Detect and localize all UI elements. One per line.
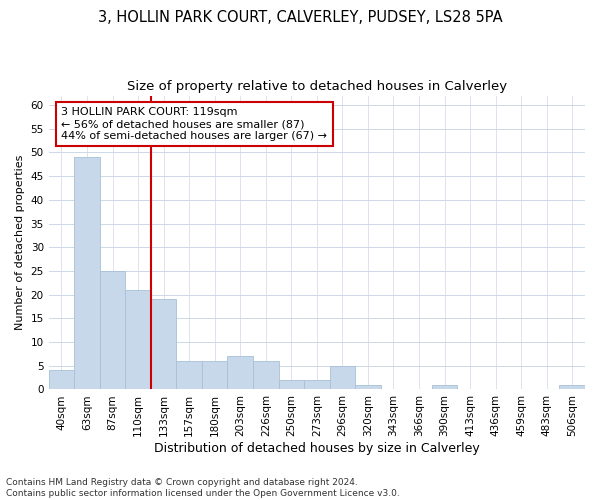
Bar — [125, 290, 151, 390]
Bar — [151, 300, 176, 390]
Bar — [176, 361, 202, 390]
Bar — [559, 384, 585, 390]
Text: 3, HOLLIN PARK COURT, CALVERLEY, PUDSEY, LS28 5PA: 3, HOLLIN PARK COURT, CALVERLEY, PUDSEY,… — [98, 10, 502, 25]
Text: 3 HOLLIN PARK COURT: 119sqm
← 56% of detached houses are smaller (87)
44% of sem: 3 HOLLIN PARK COURT: 119sqm ← 56% of det… — [61, 108, 328, 140]
Bar — [253, 361, 278, 390]
Title: Size of property relative to detached houses in Calverley: Size of property relative to detached ho… — [127, 80, 507, 93]
Y-axis label: Number of detached properties: Number of detached properties — [15, 155, 25, 330]
Bar — [74, 157, 100, 390]
Bar — [355, 384, 380, 390]
Bar — [202, 361, 227, 390]
Bar — [100, 271, 125, 390]
Bar — [227, 356, 253, 390]
X-axis label: Distribution of detached houses by size in Calverley: Distribution of detached houses by size … — [154, 442, 480, 455]
Bar — [49, 370, 74, 390]
Bar — [278, 380, 304, 390]
Bar — [304, 380, 329, 390]
Bar — [432, 384, 457, 390]
Text: Contains HM Land Registry data © Crown copyright and database right 2024.
Contai: Contains HM Land Registry data © Crown c… — [6, 478, 400, 498]
Bar — [329, 366, 355, 390]
